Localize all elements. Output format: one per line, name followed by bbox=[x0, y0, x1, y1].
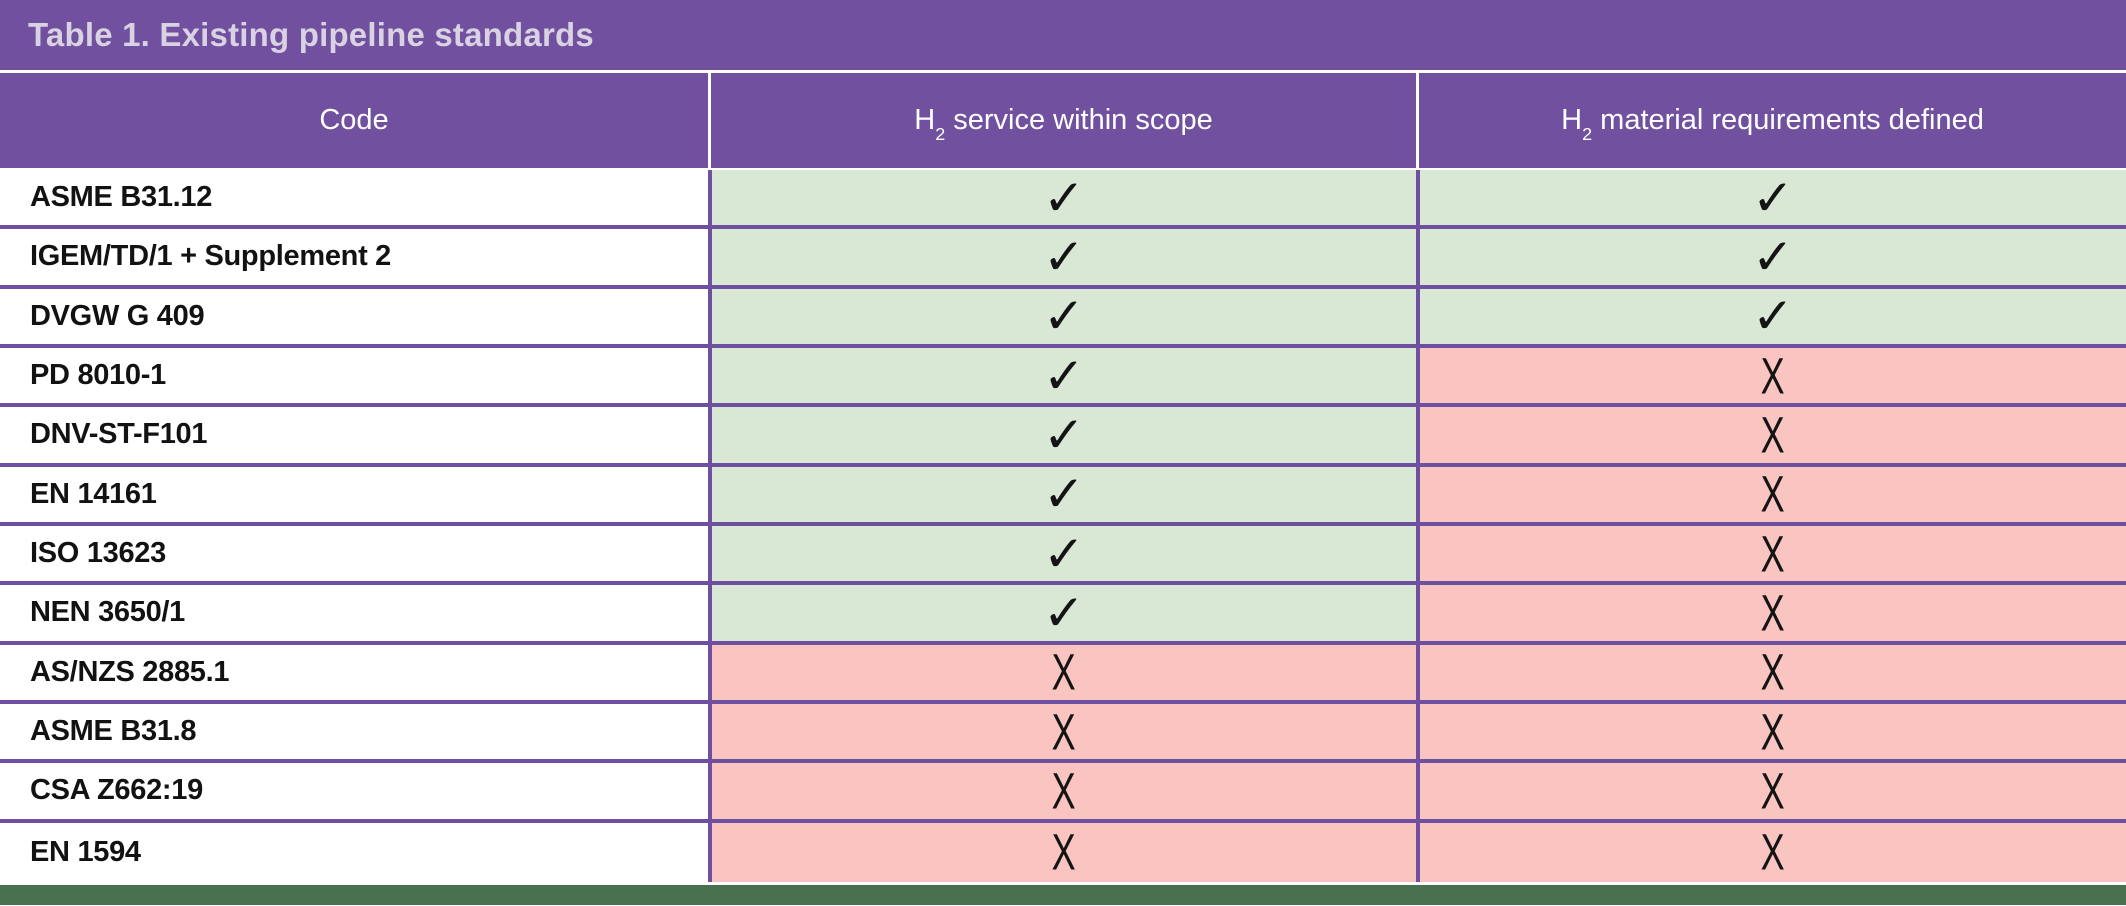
subscript-2: 2 bbox=[935, 124, 946, 145]
cross-mark: X bbox=[1760, 525, 1786, 583]
footer-bar bbox=[0, 885, 2126, 905]
material-cell: X bbox=[1416, 465, 2126, 523]
column-header-code: Code bbox=[0, 73, 708, 168]
check-mark: ✓ bbox=[1043, 583, 1085, 642]
service-cell: ✓ bbox=[708, 227, 1416, 286]
code-cell: ISO 13623 bbox=[0, 525, 708, 582]
column-header-h2-service: H2 service within scope bbox=[708, 73, 1416, 168]
material-cell: X bbox=[1416, 822, 2126, 882]
cross-mark: X bbox=[1760, 406, 1786, 464]
code-cell: AS/NZS 2885.1 bbox=[0, 644, 708, 700]
check-mark: ✓ bbox=[1752, 287, 1794, 346]
cross-mark: X bbox=[1760, 643, 1786, 701]
cross-mark: X bbox=[1051, 823, 1077, 881]
cross-mark: X bbox=[1051, 703, 1077, 761]
code-cell: EN 14161 bbox=[0, 466, 708, 522]
service-cell: ✓ bbox=[708, 287, 1416, 346]
service-cell: ✓ bbox=[708, 583, 1416, 642]
service-cell: X bbox=[708, 762, 1416, 820]
table-header-row: Code H2 service within scope H2 material… bbox=[0, 73, 2126, 168]
check-mark: ✓ bbox=[1752, 227, 1794, 286]
check-mark: ✓ bbox=[1043, 524, 1085, 583]
check-mark: ✓ bbox=[1043, 168, 1085, 227]
table-row: DVGW G 409 ✓ ✓ bbox=[0, 287, 2126, 348]
material-cell: X bbox=[1416, 703, 2126, 761]
cross-mark: X bbox=[1051, 762, 1077, 820]
table-title-bar: Table 1. Existing pipeline standards bbox=[0, 0, 2126, 70]
code-cell: PD 8010-1 bbox=[0, 347, 708, 404]
service-cell: ✓ bbox=[708, 405, 1416, 464]
column-header-h2-material-label: H2 material requirements defined bbox=[1561, 104, 1984, 145]
cross-mark: X bbox=[1760, 584, 1786, 642]
material-cell: X bbox=[1416, 584, 2126, 642]
material-cell: ✓ bbox=[1416, 168, 2126, 227]
cross-mark: X bbox=[1760, 823, 1786, 881]
column-header-code-label: Code bbox=[319, 104, 389, 136]
table-row: AS/NZS 2885.1 X X bbox=[0, 643, 2126, 704]
check-mark: ✓ bbox=[1043, 346, 1085, 405]
material-cell: X bbox=[1416, 762, 2126, 820]
table-row: ASME B31.12 ✓ ✓ bbox=[0, 168, 2126, 230]
table-row: ISO 13623 ✓ X bbox=[0, 524, 2126, 586]
check-mark: ✓ bbox=[1043, 465, 1085, 524]
service-cell: ✓ bbox=[708, 168, 1416, 227]
code-cell: EN 1594 bbox=[0, 822, 708, 882]
table-row: CSA Z662:19 X X bbox=[0, 762, 2126, 823]
material-cell: X bbox=[1416, 643, 2126, 701]
code-cell: NEN 3650/1 bbox=[0, 585, 708, 641]
cross-mark: X bbox=[1760, 703, 1786, 761]
code-cell: IGEM/TD/1 + Supplement 2 bbox=[0, 229, 708, 285]
code-cell: ASME B31.8 bbox=[0, 703, 708, 760]
service-cell: ✓ bbox=[708, 465, 1416, 524]
cross-mark: X bbox=[1760, 762, 1786, 820]
table-row: EN 14161 ✓ X bbox=[0, 465, 2126, 526]
table-row: NEN 3650/1 ✓ X bbox=[0, 583, 2126, 645]
service-cell: ✓ bbox=[708, 346, 1416, 405]
service-cell: X bbox=[708, 643, 1416, 701]
table-row: DNV-ST-F101 ✓ X bbox=[0, 405, 2126, 467]
cross-mark: X bbox=[1760, 347, 1786, 405]
code-cell: ASME B31.12 bbox=[0, 170, 708, 226]
service-cell: ✓ bbox=[708, 524, 1416, 583]
cross-mark: X bbox=[1051, 643, 1077, 701]
material-cell: ✓ bbox=[1416, 287, 2126, 346]
column-header-h2-material: H2 material requirements defined bbox=[1416, 73, 2126, 168]
service-cell: X bbox=[708, 822, 1416, 882]
check-mark: ✓ bbox=[1043, 227, 1085, 286]
code-cell: CSA Z662:19 bbox=[0, 763, 708, 819]
check-mark: ✓ bbox=[1043, 287, 1085, 346]
service-cell: X bbox=[708, 703, 1416, 761]
material-cell: ✓ bbox=[1416, 227, 2126, 286]
table-row: EN 1594 X X bbox=[0, 822, 2126, 882]
code-cell: DVGW G 409 bbox=[0, 288, 708, 344]
check-mark: ✓ bbox=[1752, 168, 1794, 227]
column-header-h2-service-label: H2 service within scope bbox=[914, 104, 1213, 145]
material-cell: X bbox=[1416, 525, 2126, 583]
cross-mark: X bbox=[1760, 465, 1786, 523]
table-row: ASME B31.8 X X bbox=[0, 703, 2126, 764]
table-title: Table 1. Existing pipeline standards bbox=[28, 16, 594, 53]
table-row: IGEM/TD/1 + Supplement 2 ✓ ✓ bbox=[0, 227, 2126, 289]
subscript-2: 2 bbox=[1582, 124, 1593, 145]
code-cell: DNV-ST-F101 bbox=[0, 407, 708, 463]
check-mark: ✓ bbox=[1043, 405, 1085, 464]
material-cell: X bbox=[1416, 406, 2126, 464]
table-row: PD 8010-1 ✓ X bbox=[0, 346, 2126, 408]
table-body: ASME B31.12 ✓ ✓ IGEM/TD/1 + Supplement 2… bbox=[0, 170, 2126, 882]
material-cell: X bbox=[1416, 347, 2126, 405]
